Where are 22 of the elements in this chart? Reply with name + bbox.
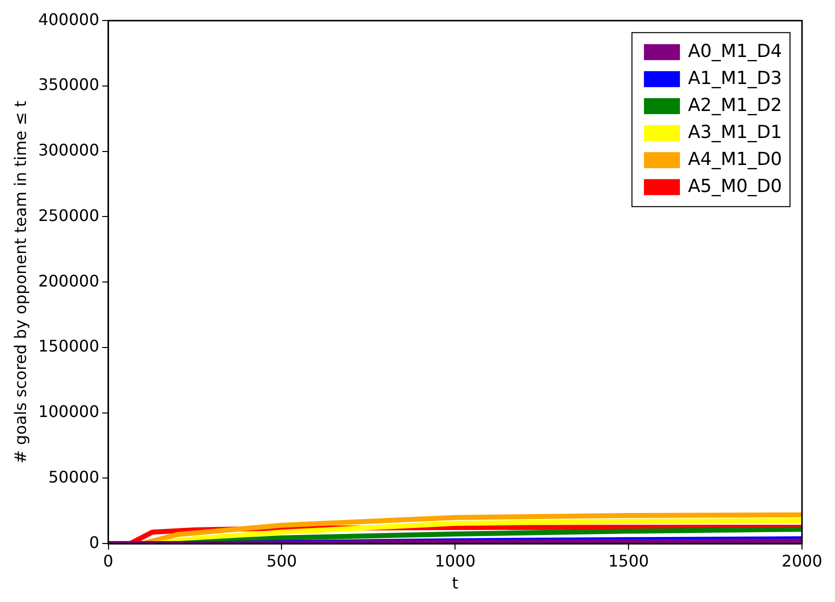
legend-label: A4_M1_D0 [688,148,782,170]
y-tick-label: 150000 [38,336,100,356]
y-tick-label: 350000 [38,75,100,94]
y-tick-label: 300000 [38,140,100,160]
y-tick-label: 200000 [38,271,100,290]
x-tick-label: 500 [266,551,297,570]
legend-label: A2_M1_D2 [688,94,782,116]
y-tick-label: 400000 [38,10,100,29]
legend-label: A0_M1_D4 [688,40,782,62]
legend-label: A5_M0_D0 [688,176,782,197]
y-axis-title: # goals scored by opponent team in time ≤ t [10,100,30,464]
x-tick-label: 2000 [782,551,822,570]
legend-label: A3_M1_D1 [688,122,782,143]
x-tick-label: 1500 [608,551,649,570]
legend-label: A1_M1_D3 [688,68,782,89]
x-tick-label: 1000 [434,551,476,570]
y-tick-label: 50000 [48,467,100,486]
x-axis-title: t [452,574,458,593]
y-tick-label: 0 [89,532,100,552]
y-tick-label: 250000 [38,206,100,225]
y-tick-label: 100000 [38,402,100,422]
x-tick-label: 0 [103,551,114,570]
